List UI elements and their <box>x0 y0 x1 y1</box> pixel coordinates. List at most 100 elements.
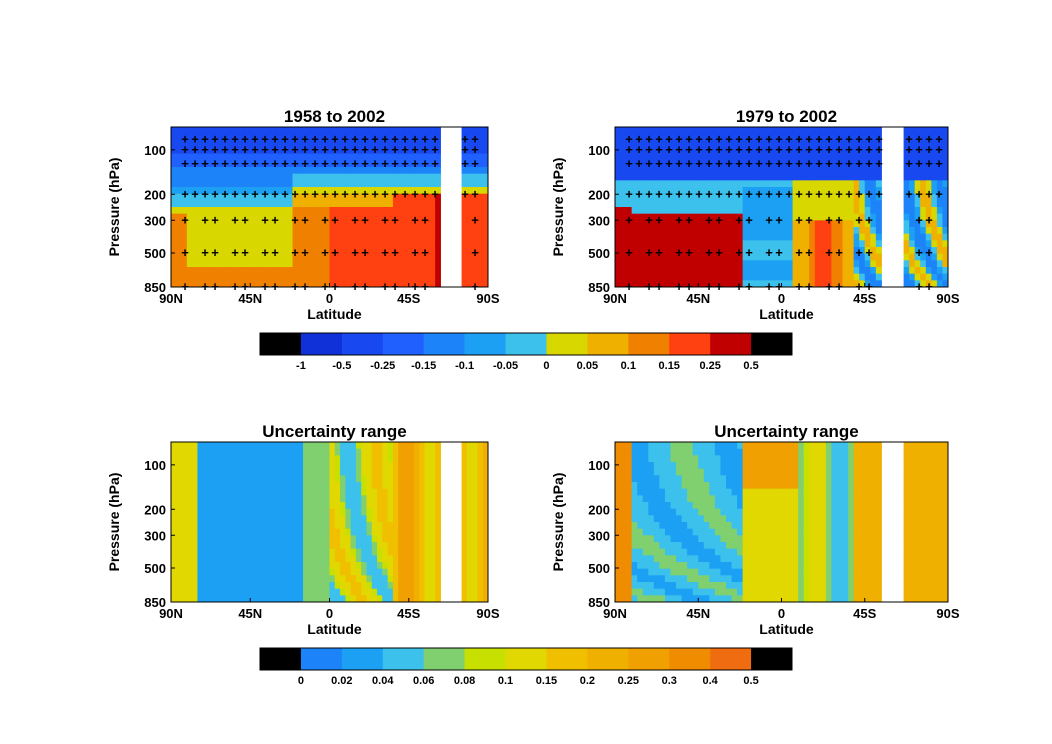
field-cell <box>670 568 677 576</box>
field-cell <box>324 462 330 470</box>
field-cell <box>720 548 727 556</box>
field-cell <box>229 542 235 550</box>
field-cell <box>692 528 699 536</box>
field-cell <box>429 167 436 175</box>
field-cell <box>664 542 671 550</box>
field-cell <box>276 273 283 281</box>
field-cell <box>408 247 415 255</box>
field-cell <box>318 140 325 148</box>
field-cell <box>809 127 816 135</box>
field-cell <box>266 207 272 215</box>
plus-marker: + <box>695 142 703 157</box>
plus-marker: + <box>361 186 369 201</box>
field-cell <box>659 548 666 556</box>
field-cell <box>303 548 309 556</box>
field-cell <box>403 253 410 261</box>
field-cell <box>781 207 788 215</box>
panel-title: 1979 to 2002 <box>736 107 837 126</box>
field-cell <box>820 173 827 181</box>
field-cell <box>798 140 805 148</box>
field-cell <box>731 495 738 503</box>
field-cell <box>620 582 627 590</box>
field-cell <box>207 448 214 456</box>
field-cell <box>714 582 721 590</box>
field-cell <box>648 127 655 135</box>
field-cell <box>292 173 299 181</box>
field-cell <box>466 482 473 490</box>
field-cell <box>676 502 683 510</box>
field-cell <box>461 227 468 235</box>
field-cell <box>681 147 688 155</box>
field-cell <box>361 180 367 188</box>
field-cell <box>870 213 877 221</box>
field-cell <box>308 267 315 275</box>
field-cell <box>792 133 799 141</box>
field-cell <box>234 253 241 261</box>
field-cell <box>366 502 373 510</box>
field-cell <box>361 200 367 208</box>
field-cell <box>266 535 272 543</box>
field-cell <box>355 455 362 463</box>
field-cell <box>171 267 177 275</box>
field-cell <box>324 180 330 188</box>
field-cell <box>731 153 738 161</box>
field-cell <box>197 588 204 596</box>
field-cell <box>753 273 760 281</box>
field-cell <box>631 462 638 470</box>
field-cell <box>171 260 177 268</box>
plus-marker: + <box>291 156 299 171</box>
field-cell <box>276 187 283 195</box>
field-cell <box>461 502 468 510</box>
field-cell <box>345 535 352 543</box>
field-cell <box>424 220 431 228</box>
field-cell <box>234 488 241 496</box>
field-cell <box>664 240 671 248</box>
field-cell <box>670 528 677 536</box>
plus-marker: + <box>825 156 833 171</box>
field-cell <box>266 253 272 261</box>
plus-marker: + <box>211 142 219 157</box>
field-cell <box>213 193 220 201</box>
plus-marker: + <box>915 245 923 260</box>
field-cell <box>197 187 204 195</box>
field-cell <box>859 207 866 215</box>
field-cell <box>477 227 484 235</box>
plus-marker: + <box>745 156 753 171</box>
field-cell <box>687 502 694 510</box>
field-cell <box>831 247 838 255</box>
field-cell <box>355 127 362 135</box>
field-cell <box>864 147 871 155</box>
field-cell <box>223 555 230 563</box>
field-cell <box>276 280 283 288</box>
field-cell <box>350 535 357 543</box>
field-cell <box>653 133 660 141</box>
field-cell <box>366 462 373 470</box>
y-tick-label: 850 <box>588 280 610 295</box>
plus-marker: + <box>331 131 339 146</box>
field-cell <box>260 462 267 470</box>
field-cell <box>803 147 810 155</box>
field-cell <box>329 588 336 596</box>
field-cell <box>414 575 420 583</box>
plus-marker: + <box>381 156 389 171</box>
field-cell <box>329 247 336 255</box>
field-cell <box>318 495 325 503</box>
field-cell <box>781 240 788 248</box>
field-cell <box>192 468 198 476</box>
field-cell <box>853 167 860 175</box>
field-cell <box>223 595 230 603</box>
field-cell <box>670 213 677 221</box>
field-cell <box>482 488 489 496</box>
field-cell <box>281 213 288 221</box>
field-cell <box>213 167 220 175</box>
field-cell <box>809 220 816 228</box>
field-cell <box>382 233 389 241</box>
field-cell <box>260 502 267 510</box>
field-cell <box>202 562 209 570</box>
field-cell <box>276 180 283 188</box>
field-cell <box>770 133 777 141</box>
field-cell <box>292 462 299 470</box>
field-cell <box>250 160 257 168</box>
field-cell <box>223 193 230 201</box>
